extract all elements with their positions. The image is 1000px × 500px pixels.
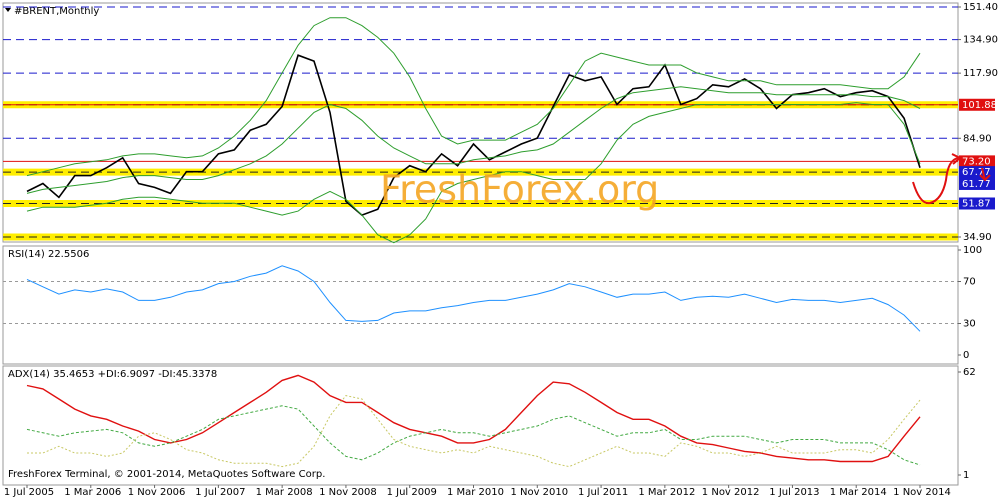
y-tick-label: 134.90 [963, 35, 998, 46]
y-tick-label: 0 [963, 350, 969, 361]
x-tick-label: 1 Nov 2008 [319, 487, 377, 498]
forecast-arrow [979, 167, 991, 182]
y-tick-label: 117.90 [963, 68, 998, 79]
panel-title: RSI(14) 22.5506 [8, 249, 89, 260]
x-tick-label: 1 Mar 2006 [64, 487, 121, 498]
panel-title: #BRENT,Monthly [14, 6, 99, 17]
y-tick-label: 34.90 [963, 232, 992, 243]
level-tag [959, 166, 995, 179]
level-tag [959, 177, 995, 190]
x-tick-label: 1 Mar 2010 [447, 487, 504, 498]
x-tick-label: 1 Jul 2013 [769, 487, 819, 498]
x-tick-label: 1 Nov 2010 [510, 487, 568, 498]
y-tick-label: 70 [963, 277, 976, 288]
panel [2, 2, 959, 243]
level-label: 73.20 [962, 156, 991, 167]
footer: FreshForex Terminal, © 2001-2014, MetaQu… [8, 469, 325, 480]
panel [2, 245, 959, 365]
forecast-arrow [951, 153, 962, 165]
y-tick-label: 151.40 [963, 2, 998, 13]
level-label: 61.77 [962, 179, 991, 190]
panel-title: ADX(14) 35.4653 +DI:6.9097 -DI:45.3378 [8, 369, 217, 380]
x-tick-label: 1 Jul 2009 [387, 487, 437, 498]
y-tick-label: 62 [963, 367, 976, 378]
y-tick-label: 30 [963, 319, 976, 330]
x-tick-label: 1 Jul 2005 [4, 487, 54, 498]
x-tick-label: 1 Nov 2014 [893, 487, 951, 498]
x-tick-label: 1 Nov 2012 [702, 487, 760, 498]
forecast-curve [912, 157, 959, 205]
y-tick-label: 100 [963, 245, 982, 256]
series-line [26, 374, 921, 463]
watermark: FreshForex.org [380, 168, 659, 212]
y-tick-label: 84.90 [963, 133, 992, 144]
series-line [26, 265, 921, 332]
level-tag [959, 155, 995, 168]
series-line [26, 86, 921, 194]
series-line [26, 405, 921, 466]
x-tick-label: 1 Mar 2012 [638, 487, 695, 498]
series-line [26, 54, 921, 217]
y-tick-label: 1 [963, 470, 969, 481]
panel [2, 365, 959, 486]
series-line [26, 102, 921, 244]
x-tick-label: 1 Jul 2011 [578, 487, 628, 498]
level-tag [959, 197, 995, 210]
x-tick-label: 1 Nov 2006 [128, 487, 186, 498]
level-label: 101.88 [962, 100, 997, 111]
x-tick-label: 1 Jul 2007 [195, 487, 245, 498]
title-arrow [5, 8, 11, 12]
x-tick-label: 1 Mar 2014 [830, 487, 887, 498]
level-label: 51.87 [962, 198, 991, 209]
series-line [26, 17, 921, 177]
level-label: 67.77 [962, 167, 991, 178]
x-tick-label: 1 Mar 2008 [256, 487, 313, 498]
level-tag [959, 98, 995, 111]
